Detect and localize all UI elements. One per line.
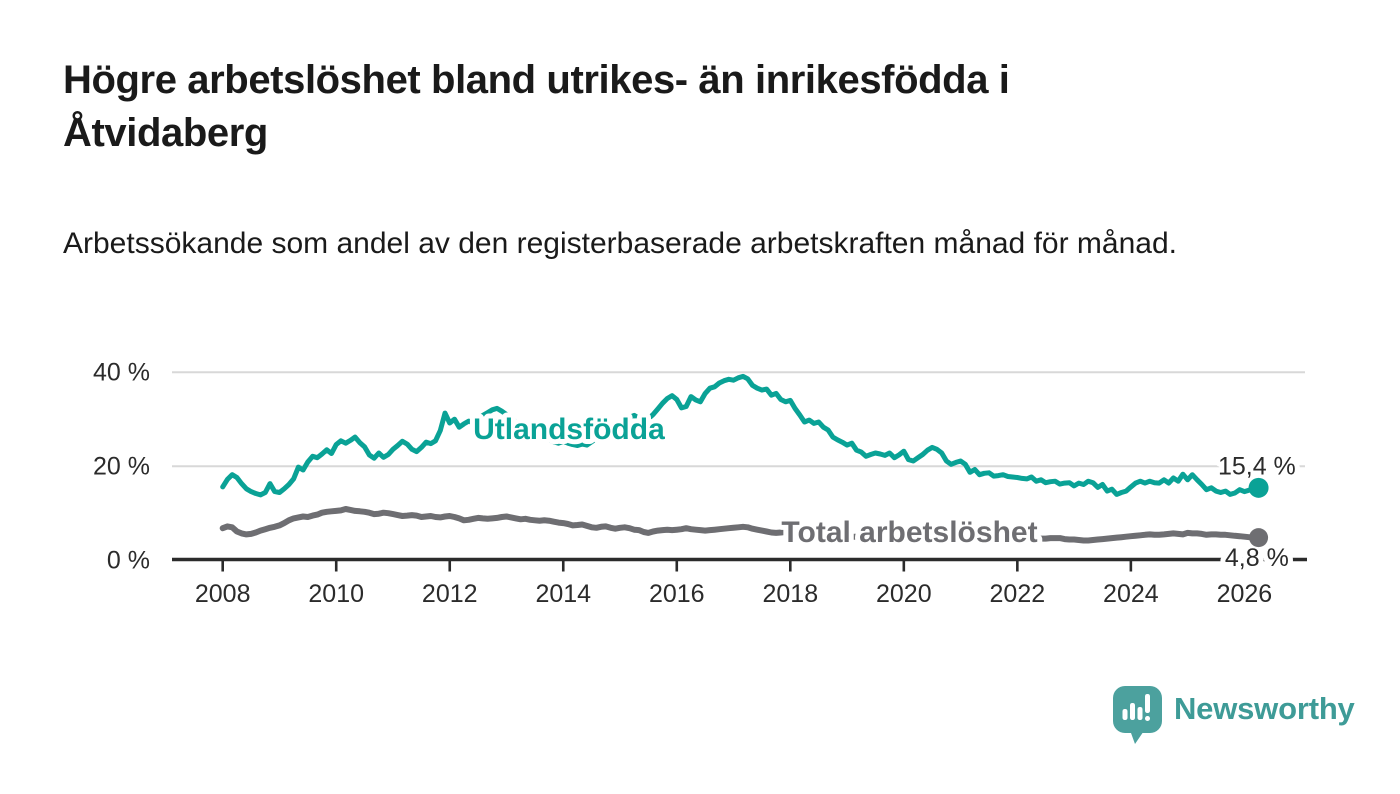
x-tick-label-2014: 2014: [535, 580, 591, 608]
x-axis-tick-labels: 2008 2010 2012 2014 2016 2018 2020 2022 2024 2026: [195, 580, 1272, 608]
end-value-label-total-arbetsloshet: 4,8 %: [1225, 544, 1289, 572]
series-label-total-arbetsloshet: Total arbetslöshet: [781, 516, 1037, 549]
series-end-dots: [1248, 477, 1269, 548]
y-tick-label-40: 40 %: [93, 359, 150, 387]
x-tick-label-2012: 2012: [422, 580, 478, 608]
x-axis: [172, 557, 1307, 572]
y-tick-label-20: 20 %: [93, 453, 150, 481]
x-tick-label-2022: 2022: [990, 580, 1046, 608]
end-dot-utlandsfodda: [1248, 477, 1269, 498]
x-tick-label-2018: 2018: [762, 580, 818, 608]
series-label-utlandsfodda: Utlandsfödda: [473, 413, 665, 446]
y-tick-label-0: 0 %: [107, 547, 150, 575]
logo-bar-chart-glyph: [1122, 694, 1150, 721]
end-dot-total-arbetsloshet: [1249, 528, 1269, 548]
page-title: Högre arbetslöshet bland utrikes- än inr…: [63, 58, 1010, 156]
x-tick-label-2016: 2016: [649, 580, 705, 608]
gridlines: [172, 371, 1305, 468]
newsworthy-wordmark: Newsworthy: [1174, 691, 1355, 726]
line-total-arbetsloshet: [219, 506, 1262, 544]
y-axis-tick-labels: 0 % 20 % 40 %: [93, 359, 150, 575]
newsworthy-logo: Newsworthy: [1113, 686, 1355, 746]
x-tick-label-2026: 2026: [1217, 580, 1273, 608]
x-tick-label-2024: 2024: [1103, 580, 1159, 608]
x-tick-label-2008: 2008: [195, 580, 251, 608]
line-utlandsfodda: [220, 373, 1262, 498]
end-value-label-utlandsfodda: 15,4 %: [1218, 453, 1296, 481]
page-subtitle: Arbetssökande som andel av den registerb…: [63, 227, 1177, 260]
series-lines: [219, 373, 1262, 544]
series-labels-and-values: Utlandsfödda 15,4 % Total arbetslöshet 4,8 …: [468, 408, 1301, 577]
x-tick-label-2010: 2010: [308, 580, 364, 608]
x-tick-label-2020: 2020: [876, 580, 932, 608]
newsworthy-bubble-barchart-icon: [1113, 686, 1162, 744]
